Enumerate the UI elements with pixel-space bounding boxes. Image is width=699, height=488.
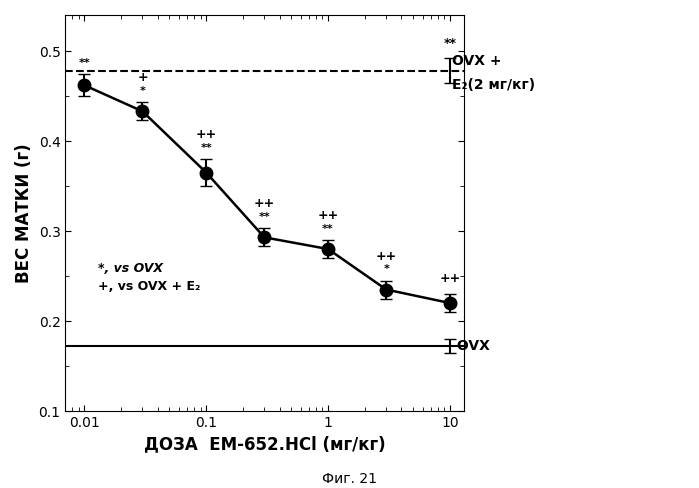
Text: ++: ++ xyxy=(254,197,275,210)
Text: **: ** xyxy=(443,37,456,50)
Text: +, vs OVX + E₂: +, vs OVX + E₂ xyxy=(98,280,201,293)
Text: OVX: OVX xyxy=(452,339,489,353)
Text: OVX +: OVX + xyxy=(452,54,501,68)
Text: E₂(2 мг/кг): E₂(2 мг/кг) xyxy=(452,78,535,92)
Text: *, vs OVX: *, vs OVX xyxy=(98,263,163,275)
Text: *: * xyxy=(140,86,145,96)
Text: **: ** xyxy=(322,224,334,234)
Text: ++: ++ xyxy=(196,128,217,141)
Text: ++: ++ xyxy=(317,209,339,222)
Y-axis label: ВЕС МАТКИ (г): ВЕС МАТКИ (г) xyxy=(15,143,33,283)
Text: ++: ++ xyxy=(440,272,461,285)
Text: **: ** xyxy=(259,212,271,222)
Text: **: ** xyxy=(78,58,90,68)
Text: **: ** xyxy=(201,142,212,153)
X-axis label: ДОЗА  EM-652.HCl (мг/кг): ДОЗА EM-652.HCl (мг/кг) xyxy=(144,435,385,453)
Text: ++: ++ xyxy=(375,249,397,263)
Text: Фиг. 21: Фиг. 21 xyxy=(322,472,377,486)
Text: +: + xyxy=(137,71,147,84)
Text: *: * xyxy=(383,264,389,274)
